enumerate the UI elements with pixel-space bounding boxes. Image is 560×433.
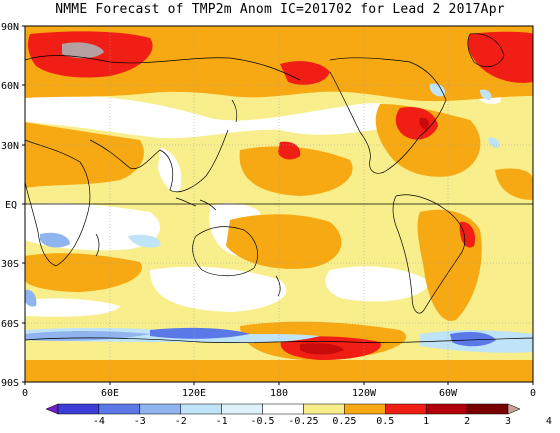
colorbar-arrow-left [45, 403, 59, 415]
neutral-anomaly-regions [25, 81, 501, 317]
coastlines [25, 33, 533, 343]
colorbar-swatch [98, 403, 141, 415]
colorbar-label: -2 [175, 416, 187, 427]
lat-label-60s: 60S [1, 319, 19, 330]
colorbar-label: 3 [505, 416, 511, 427]
lat-label-60n: 60N [1, 81, 19, 92]
colorbar-label: -0.5 [250, 416, 274, 427]
colorbar-arrow-right [507, 403, 521, 415]
colorbar-label: -1 [216, 416, 228, 427]
colorbar-swatch [139, 403, 181, 415]
lon-label-0-left: 0 [22, 388, 28, 399]
colorbar-swatch [57, 403, 100, 415]
longitude-labels: 0 60E 120E 180 120W 60W 0 [22, 388, 536, 399]
lat-label-30n: 30N [1, 141, 19, 152]
colorbar-swatch [466, 403, 509, 415]
map-title: NMME Forecast of TMP2m Anom IC=201702 fo… [55, 2, 505, 17]
strong-warm-regions [62, 42, 429, 355]
colorbar-swatch [425, 403, 468, 415]
colorbar-swatch [303, 403, 345, 415]
axis-ticks [22, 25, 534, 385]
lon-label-60e: 60E [101, 388, 119, 399]
colorbar-swatch [344, 403, 386, 415]
colorbar-label: -3 [134, 416, 146, 427]
lat-label-90n: 90N [1, 22, 19, 33]
colorbar-label: -0.25 [288, 416, 318, 427]
colorbar-label: 0.5 [376, 416, 394, 427]
lat-label-eq: EQ [5, 200, 17, 211]
anomaly-field [25, 26, 533, 382]
colorbar: -4 -3 -2 -1 -0.5 -0.25 0.25 0.5 1 2 3 4 [45, 403, 552, 427]
colorbar-label: 2 [464, 416, 470, 427]
colorbar-swatch [385, 403, 427, 415]
colorbar-swatch [221, 403, 263, 415]
colorbar-label: 4 [546, 416, 552, 427]
colorbar-label: 0.25 [332, 416, 356, 427]
lon-label-120e: 120E [182, 388, 206, 399]
colorbar-label: 1 [423, 416, 429, 427]
lat-label-30s: 30S [1, 259, 19, 270]
latitude-labels: 90N 60N 30N EQ 30S 60S 90S [1, 22, 19, 389]
lon-label-180: 180 [270, 388, 288, 399]
colorbar-label: -4 [93, 416, 105, 427]
colorbar-swatch [262, 403, 304, 415]
colorbar-swatch [180, 403, 222, 415]
lat-label-90s: 90S [1, 378, 19, 389]
lon-label-0-right: 0 [530, 388, 536, 399]
lon-label-120w: 120W [352, 388, 377, 399]
lon-label-60w: 60W [439, 388, 458, 399]
